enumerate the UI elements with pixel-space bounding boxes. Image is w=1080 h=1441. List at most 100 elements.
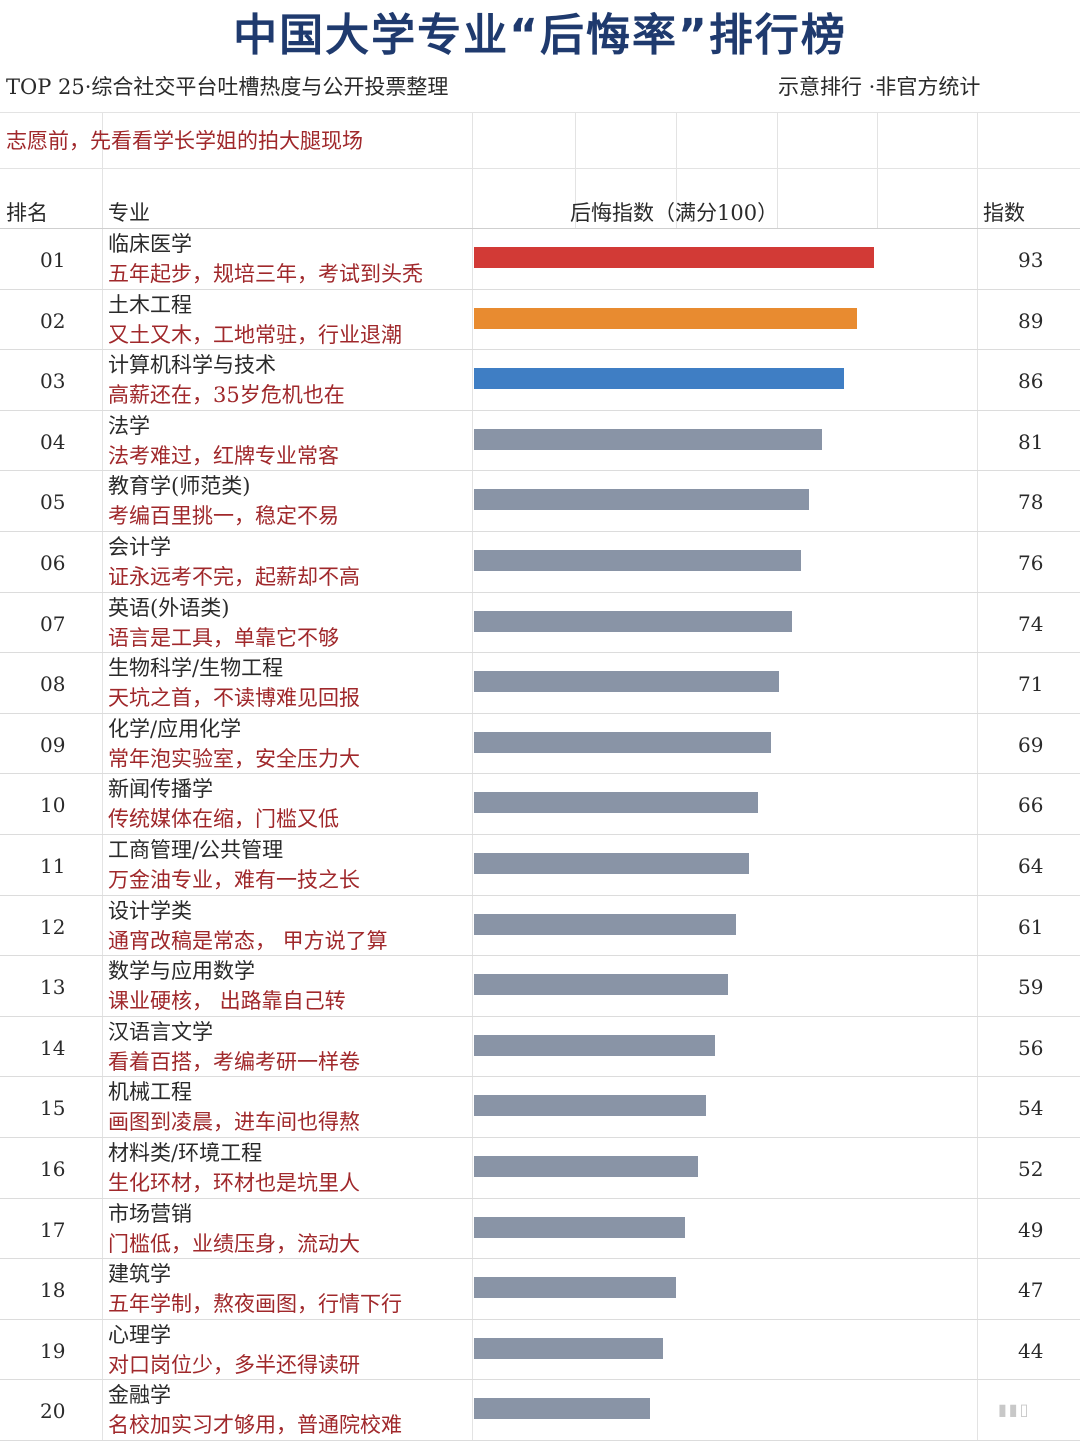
column-header-major: 专业 <box>108 201 150 225</box>
category-label: 材料类/环境工程 <box>108 1141 263 1165</box>
subtitle-source: TOP 25·综合社交平台吐槽热度与公开投票整理 <box>6 75 449 99</box>
rank-label: 02 <box>40 308 66 333</box>
subtitle-disclaimer: 示意排行 ·非官方统计 <box>778 75 981 99</box>
category-label: 心理学 <box>108 1322 171 1347</box>
grid-line <box>0 112 1080 113</box>
bar <box>474 1095 707 1117</box>
rank-label: 07 <box>40 611 66 636</box>
category-note: 语言是工具，单靠它不够 <box>108 625 339 650</box>
value-label: 66 <box>1018 793 1044 818</box>
rank-label: 04 <box>40 429 66 454</box>
bar <box>474 731 771 753</box>
rank-label: 15 <box>40 1096 66 1121</box>
bar <box>474 1398 651 1420</box>
grid-line <box>575 112 576 228</box>
category-label: 土木工程 <box>108 292 192 317</box>
category-label: 市场营销 <box>108 1201 192 1226</box>
rank-label: 11 <box>40 854 66 878</box>
chart-row: 16 材料类/环境工程 生化环材，环材也是坑里人 52 <box>0 1138 1080 1199</box>
bar <box>474 1277 677 1299</box>
row-divider <box>0 1136 1080 1138</box>
grid-line <box>777 112 778 228</box>
bar <box>474 792 758 814</box>
chart-row: 07 英语(外语类) 语言是工具，单靠它不够 74 <box>0 593 1080 654</box>
value-label: 64 <box>1018 854 1044 878</box>
chart-row: 20 金融学 名校加实习才够用，普通院校难 <box>0 1380 1080 1441</box>
row-divider <box>0 1379 1080 1381</box>
chart-row: 19 心理学 对口岗位少，多半还得读研 44 <box>0 1320 1080 1381</box>
row-divider <box>0 1197 1080 1199</box>
rank-label: 10 <box>40 793 66 818</box>
grid-line <box>877 112 878 228</box>
rank-label: 17 <box>40 1217 66 1242</box>
row-divider <box>0 470 1080 472</box>
column-header-bar: 后悔指数（满分100） <box>570 201 779 225</box>
row-divider <box>0 530 1080 532</box>
rank-label: 05 <box>40 490 66 515</box>
category-note: 天坑之首，不读博难见回报 <box>108 686 360 711</box>
row-divider <box>0 773 1080 775</box>
bar <box>474 1156 698 1177</box>
chart-row: 15 机械工程 画图到凌晨，进车间也得熬 54 <box>0 1077 1080 1138</box>
value-label: 54 <box>1018 1096 1044 1121</box>
category-label: 数学与应用数学 <box>108 959 255 984</box>
row-divider <box>0 712 1080 714</box>
category-label: 金融学 <box>108 1383 171 1408</box>
chart-row: 17 市场营销门槛低，业绩压身，流动大 49 <box>0 1199 1080 1260</box>
grid-line <box>0 168 1080 169</box>
category-label: 临床医学 <box>108 232 192 256</box>
value-label: 86 <box>1018 369 1044 394</box>
chart-row: 02 土木工程 又土又木，工地常驻，行业退潮 89 <box>0 290 1080 351</box>
chart-row: 06 会计学 证永远考不完，起薪却不高 76 <box>0 532 1080 593</box>
category-note: 考编百里挑一，稳定不易 <box>108 504 339 529</box>
rank-label: 01 <box>40 248 66 272</box>
bar <box>474 974 728 996</box>
tagline: 志愿前，先看看学长学姐的拍大腿现场 <box>6 129 363 153</box>
chart-row: 10 新闻传播学 传统媒体在缩，门槛又低 66 <box>0 774 1080 835</box>
value-label: 71 <box>1018 672 1044 697</box>
category-label: 会计学 <box>108 535 171 559</box>
chart-row: 14 汉语言文学 看着百搭，考编考研一样卷 56 <box>0 1017 1080 1078</box>
row-divider <box>0 833 1080 835</box>
rank-label: 18 <box>40 1278 66 1303</box>
row-divider <box>0 955 1080 957</box>
category-note: 课业硬核， 出路靠自己转 <box>108 989 346 1014</box>
bar <box>474 1034 715 1056</box>
value-label: 74 <box>1018 611 1044 636</box>
chart-row: 08 生物科学/生物工程 天坑之首，不读博难见回报 71 <box>0 653 1080 714</box>
chart-row: 18 建筑学 五年学制，熬夜画图，行情下行 47 <box>0 1259 1080 1320</box>
rank-label: 06 <box>40 551 66 575</box>
value-label: 76 <box>1018 551 1044 575</box>
row-divider <box>0 409 1080 411</box>
rank-label: 16 <box>40 1157 66 1181</box>
category-label: 设计学类 <box>108 898 192 923</box>
row-divider <box>0 349 1080 351</box>
grid-line <box>676 112 677 228</box>
bar <box>474 853 750 874</box>
rank-label: 14 <box>40 1035 66 1060</box>
column-header-value: 指数 <box>983 201 1025 225</box>
bar <box>474 913 737 935</box>
value-label: 78 <box>1018 490 1044 515</box>
category-note: 万金油专业，难有一技之长 <box>108 868 360 892</box>
category-label: 汉语言文学 <box>108 1019 213 1044</box>
row-divider <box>0 1015 1080 1017</box>
category-label: 工商管理/公共管理 <box>108 838 284 862</box>
row-divider <box>0 288 1080 290</box>
bar <box>474 610 793 632</box>
category-note: 门槛低，业绩压身，流动大 <box>108 1231 360 1256</box>
bar <box>474 428 823 450</box>
rank-label: 12 <box>40 914 66 939</box>
chart-row: 11 工商管理/公共管理万金油专业，难有一技之长 64 <box>0 835 1080 896</box>
category-note: 法考难过，红牌专业常客 <box>108 443 339 468</box>
category-note: 传统媒体在缩，门槛又低 <box>108 807 339 832</box>
value-label: 44 <box>1018 1338 1044 1363</box>
bar <box>474 247 874 268</box>
bar <box>474 1337 664 1359</box>
rank-label: 03 <box>40 369 66 394</box>
bar <box>474 368 844 390</box>
value-label: 52 <box>1018 1157 1044 1181</box>
value-label: 49 <box>1018 1217 1044 1242</box>
row-divider <box>0 591 1080 593</box>
value-label: 59 <box>1018 975 1044 1000</box>
